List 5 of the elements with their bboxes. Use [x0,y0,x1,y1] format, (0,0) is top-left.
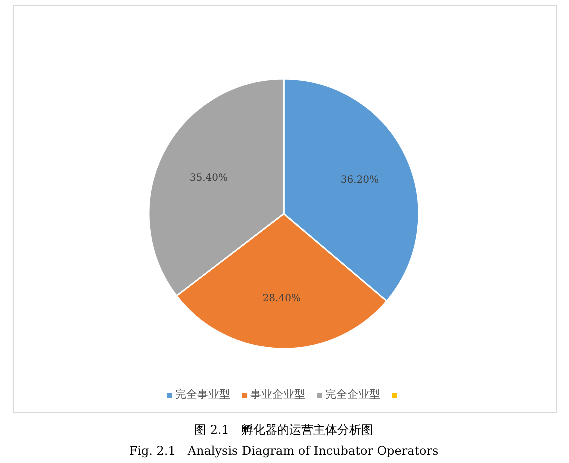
data-label: 35.40% [190,172,228,184]
data-label: 28.40% [262,294,301,305]
data-label: 36.20% [340,174,380,186]
text: 图 2.1 孵化器的运营主体分析图 [194,423,374,437]
text: Fig. 2.1 Analysis Diagram of Incubator Operators [129,444,439,458]
